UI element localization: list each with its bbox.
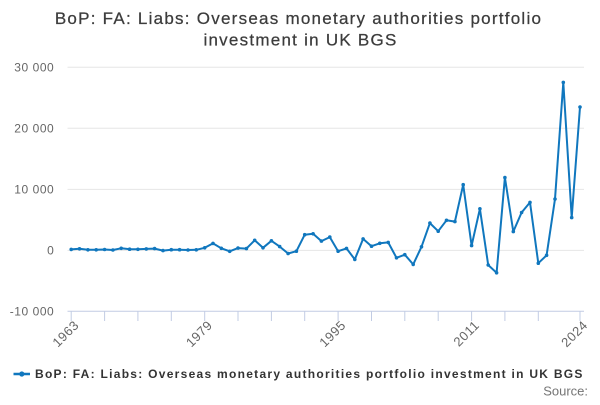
svg-text:BoP: FA: Liabs: Overseas monet: BoP: FA: Liabs: Overseas monetary author… [55, 9, 542, 28]
svg-text:0: 0 [47, 244, 54, 258]
svg-text:10 000: 10 000 [14, 183, 54, 197]
svg-text:Source:: Source: [543, 383, 588, 398]
svg-text:BoP: FA: Liabs: Overseas monet: BoP: FA: Liabs: Overseas monetary author… [35, 367, 584, 381]
svg-text:20 000: 20 000 [14, 122, 54, 136]
svg-text:investment in UK BGS: investment in UK BGS [203, 31, 397, 50]
svg-text:30 000: 30 000 [14, 61, 54, 75]
svg-text:-10 000: -10 000 [10, 305, 55, 319]
